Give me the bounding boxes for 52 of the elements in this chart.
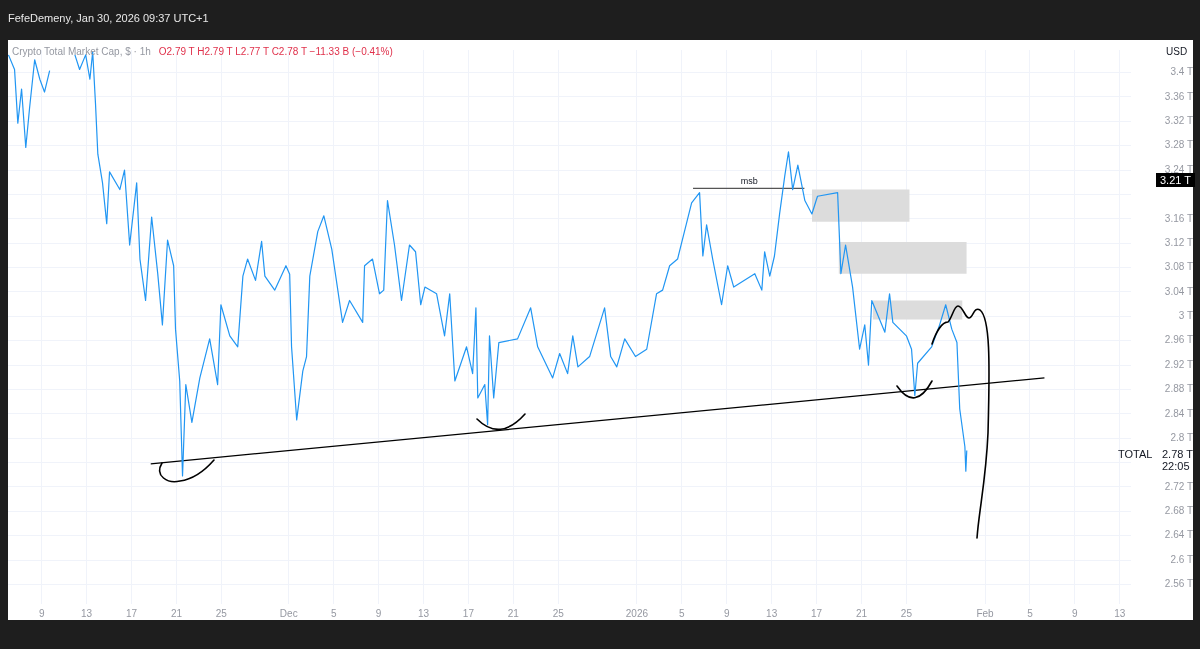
x-tick-label: 2026 — [625, 607, 649, 619]
text: 2.78 T — [1162, 448, 1193, 460]
y-tick-label: 3.28 T — [1164, 139, 1193, 151]
x-tick-label: 25 — [215, 607, 228, 619]
annotation: msb — [740, 176, 758, 187]
x-tick-label: 13 — [81, 607, 93, 619]
y-tick-label: 3.4 T — [1170, 66, 1193, 78]
y-tick-label: 3.32 T — [1164, 115, 1193, 127]
x-tick-label: 17 — [462, 607, 475, 619]
x-tick-label: 25 — [900, 607, 913, 619]
y-tick-label: 2.84 T — [1164, 407, 1193, 419]
text: 3.21 T — [1156, 173, 1195, 187]
x-tick-label: 13 — [417, 607, 430, 619]
x-tick-label: Dec — [279, 607, 298, 619]
x-tick-label: 21 — [170, 607, 183, 619]
y-tick-label: 2.64 T — [1164, 529, 1193, 541]
x-tick-label: 5 — [330, 607, 337, 619]
y-tick-label: 3.16 T — [1164, 212, 1193, 224]
y-tick-label: 2.72 T — [1164, 480, 1193, 492]
y-tick-label: 2.92 T — [1164, 358, 1193, 370]
x-tick-label: 9 — [1072, 607, 1079, 619]
y-tick-label: 3.04 T — [1164, 285, 1193, 297]
y-tick-label: 3.12 T — [1164, 236, 1193, 248]
x-tick-label: 21 — [855, 607, 868, 619]
chart-title: Crypto Total Market Cap, $ · 1h — [12, 46, 151, 57]
x-tick-label: 5 — [679, 607, 686, 619]
x-tick-label: 13 — [766, 607, 778, 619]
y-tick-label: 2.8 T — [1170, 431, 1193, 443]
x-tick-label: 17 — [125, 607, 138, 619]
y-tick-label: 2.96 T — [1164, 334, 1193, 346]
x-tick-label: 9 — [38, 607, 45, 619]
text: 22:05 — [1162, 460, 1190, 472]
x-tick-label: 13 — [1114, 607, 1126, 619]
y-tick-label: 2.88 T — [1164, 383, 1193, 395]
y-tick-label: 2.6 T — [1170, 553, 1193, 565]
x-tick-label: 9 — [723, 607, 730, 619]
text: FefeDemeny, Jan 30, 2026 09:37 UTC+1 — [8, 12, 209, 24]
x-tick-label: 25 — [552, 607, 565, 619]
y-tick-label: 3 T — [1178, 310, 1193, 322]
y-tick-label: 2.56 T — [1164, 578, 1193, 590]
x-tick-label: 9 — [375, 607, 382, 619]
x-tick-label: 21 — [507, 607, 520, 619]
y-axis-title: USD — [1166, 46, 1188, 57]
y-tick-label: 3.36 T — [1164, 90, 1193, 102]
x-tick-label: Feb — [976, 607, 995, 619]
x-tick-label: 17 — [811, 607, 823, 619]
x-tick-label: 5 — [1027, 607, 1034, 619]
chart-subtitle: O2.79 T H2.79 T L2.77 T C2.78 T −11.33 B (−0.41%) — [158, 46, 393, 57]
annotation: TOTAL — [1118, 448, 1153, 460]
y-tick-label: 3.08 T — [1164, 261, 1193, 273]
y-tick-label: 3.24 T — [1164, 163, 1193, 175]
y-tick-label: 2.68 T — [1164, 505, 1193, 517]
